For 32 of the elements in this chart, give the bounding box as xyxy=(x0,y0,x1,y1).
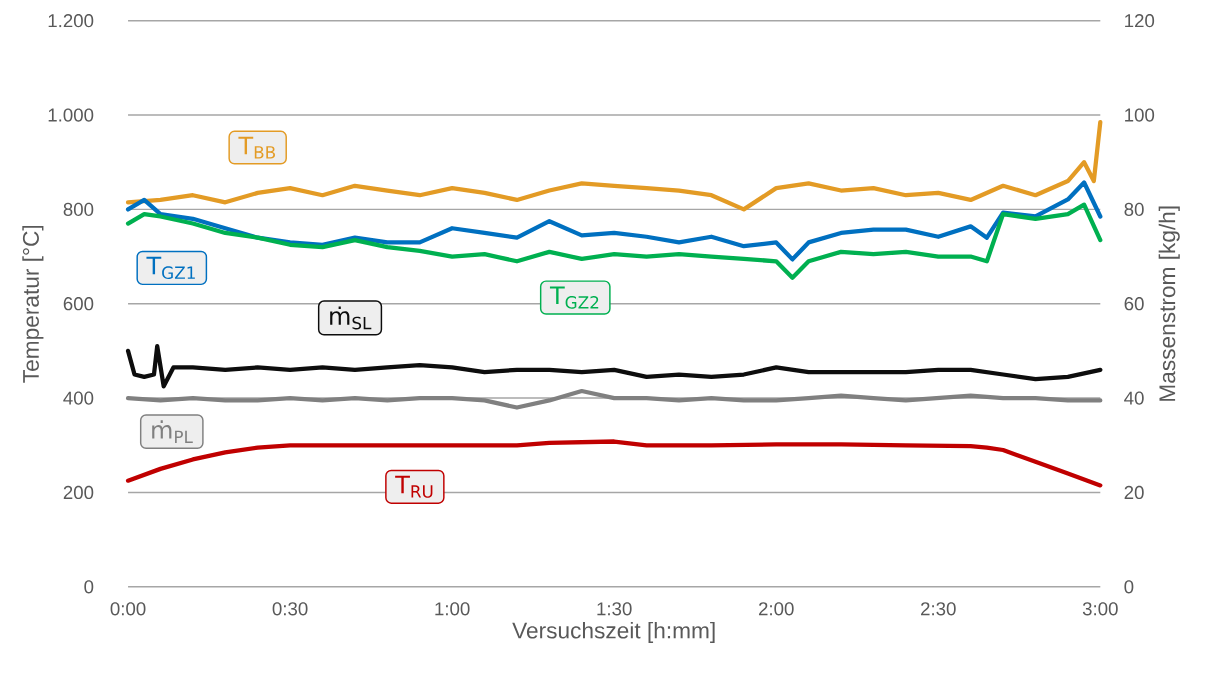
legend-label: T$_{BB}$ xyxy=(238,136,276,159)
x-tick-label: 0:30 xyxy=(272,602,308,616)
y-tick-label: 200 xyxy=(63,485,94,500)
legend-label: T$_{RU}$ xyxy=(395,475,433,498)
y2-tick-label: 0 xyxy=(1124,580,1134,594)
legend-label: ṁ$_{SL}$ xyxy=(330,306,372,330)
legend-label: ṁ$_{PL}$ xyxy=(152,420,193,443)
y2-tick-label: 100 xyxy=(1125,108,1155,122)
y-tick-label: 600 xyxy=(63,297,94,311)
y2-tick-label: 60 xyxy=(1124,297,1144,311)
y-tick-label: 1.000 xyxy=(48,108,94,122)
x-tick-label: 1:00 xyxy=(435,602,470,616)
x-axis-title: Versuchszeit [h:mm] xyxy=(512,622,715,644)
x-tick-label: 3:00 xyxy=(1082,602,1118,616)
y2-tick-label: 80 xyxy=(1124,202,1144,217)
legend-label: T$_{GZ2}$ xyxy=(549,286,599,309)
y-tick-label: 800 xyxy=(63,202,94,217)
line-series xyxy=(125,120,1103,212)
y2-tick-label: 20 xyxy=(1124,485,1144,500)
x-tick-label: 2:30 xyxy=(921,602,956,616)
y-tick-label: 0 xyxy=(84,580,94,594)
x-tick-label: 1:30 xyxy=(597,602,632,616)
y2-tick-label: 120 xyxy=(1125,14,1155,28)
x-tick-label: 2:00 xyxy=(758,602,794,616)
x-tick-label: 0:00 xyxy=(110,602,146,616)
legend-label: T$_{GZ1}$ xyxy=(146,256,195,280)
y-axis-title: Temperatur [°C] xyxy=(22,225,44,383)
y-tick-label: 1.200 xyxy=(48,14,94,28)
y2-tick-label: 40 xyxy=(1124,391,1144,405)
y2-axis-title: Massenstrom [kg/h] xyxy=(1158,206,1180,401)
y-tick-label: 400 xyxy=(63,391,94,405)
line-series xyxy=(125,202,1103,281)
